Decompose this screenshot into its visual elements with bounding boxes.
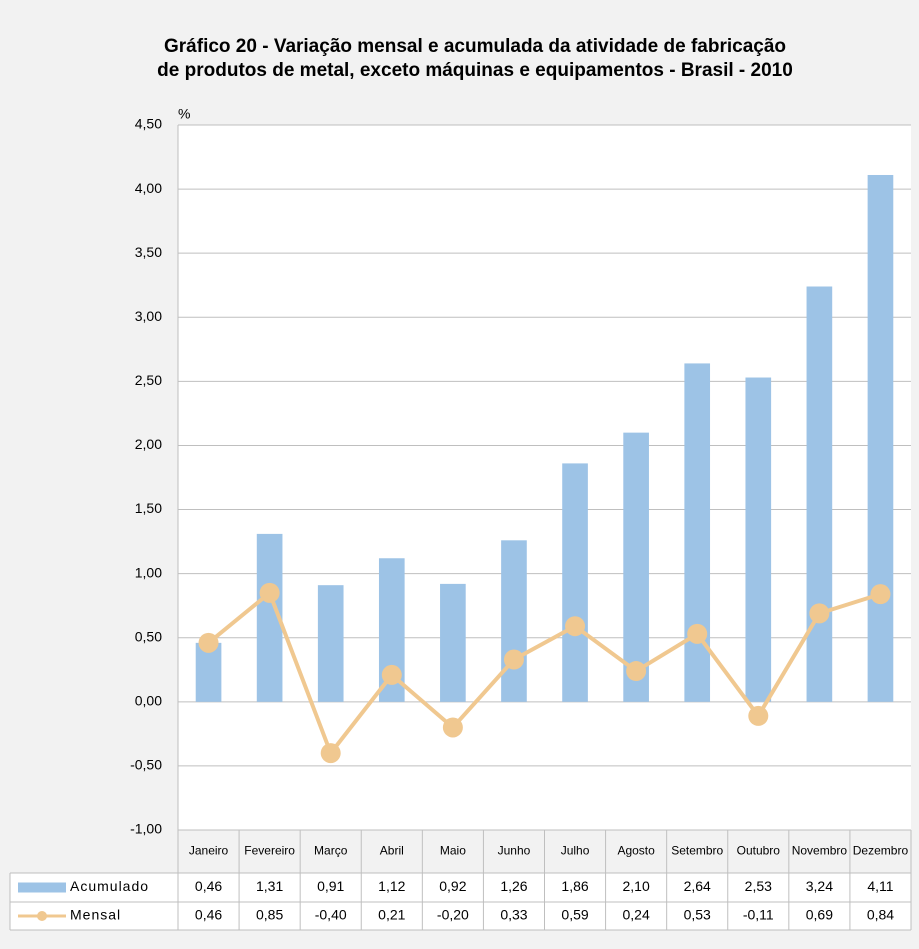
- marker: [198, 632, 219, 653]
- table-value: 0,69: [806, 907, 833, 923]
- table-value: 1,26: [500, 878, 527, 894]
- marker: [442, 717, 463, 738]
- marker: [565, 616, 586, 637]
- table-value: 1,31: [256, 878, 283, 894]
- y-tick-label: -0,50: [130, 757, 162, 773]
- table-value: -0,20: [437, 907, 469, 923]
- x-tick-label: Setembro: [671, 844, 723, 858]
- table-value: 4,11: [867, 878, 893, 894]
- y-tick-label: 2,00: [135, 436, 162, 452]
- marker: [320, 743, 341, 764]
- y-tick-label: -1,00: [130, 821, 162, 837]
- table-value: 0,92: [439, 878, 466, 894]
- x-tick-label: Junho: [498, 844, 531, 858]
- bar: [745, 377, 772, 702]
- bar: [806, 286, 833, 702]
- table-value: 0,24: [623, 907, 650, 923]
- bar: [501, 540, 527, 702]
- x-tick-label: Maio: [440, 844, 466, 858]
- y-tick-label: 2,50: [135, 372, 162, 388]
- x-tick-label: Outubro: [737, 844, 781, 858]
- y-tick-label: 4,50: [135, 116, 162, 132]
- marker: [259, 582, 280, 603]
- legend-key: [18, 882, 66, 893]
- marker: [809, 603, 830, 624]
- y-tick-label: 0,00: [135, 693, 162, 709]
- table-value: 0,46: [195, 907, 222, 923]
- table-value: -0,11: [743, 907, 774, 923]
- table-value: -0,40: [315, 907, 347, 923]
- table-value: 2,53: [745, 878, 772, 894]
- table-value: 2,10: [623, 878, 650, 894]
- bar: [317, 585, 344, 702]
- table-value: 2,64: [684, 878, 711, 894]
- y-tick-label: 1,00: [135, 564, 162, 580]
- x-tick-label: Novembro: [792, 844, 848, 858]
- marker: [748, 705, 769, 726]
- bar: [867, 174, 894, 702]
- bar: [440, 583, 466, 702]
- table-value: 0,53: [684, 907, 711, 923]
- marker: [687, 623, 708, 644]
- table-value: 0,46: [195, 878, 222, 894]
- x-tick-label: Março: [314, 844, 348, 858]
- y-tick-label: 4,00: [135, 180, 162, 196]
- table-value: 3,24: [806, 878, 833, 894]
- marker: [381, 664, 402, 685]
- legend-label: Acumulado: [70, 878, 149, 894]
- marker: [503, 649, 524, 670]
- chart-title: Gráfico 20 - Variação mensal e acumulada…: [164, 36, 786, 57]
- bar: [684, 363, 711, 702]
- table-value: 1,86: [561, 878, 588, 894]
- x-tick-label: Julho: [561, 844, 590, 858]
- legend-key: [37, 911, 47, 921]
- plot-area: [178, 125, 911, 830]
- table-value: 0,84: [867, 907, 894, 923]
- marker: [626, 661, 647, 682]
- table-value: 0,21: [378, 907, 405, 923]
- x-tick-label: Fevereiro: [244, 844, 295, 858]
- x-tick-label: Dezembro: [853, 844, 909, 858]
- table-value: 1,12: [378, 878, 405, 894]
- y-axis-label: %: [178, 106, 190, 122]
- y-tick-label: 3,50: [135, 244, 162, 260]
- table-value: 0,91: [317, 878, 344, 894]
- y-tick-label: 0,50: [135, 628, 162, 644]
- x-tick-label: Janeiro: [189, 844, 229, 858]
- chart-subtitle: de produtos de metal, exceto máquinas e …: [157, 60, 793, 81]
- line: [207, 590, 882, 756]
- bar: [562, 463, 588, 702]
- table-value: 0,59: [561, 907, 588, 923]
- y-tick-label: 3,00: [135, 308, 162, 324]
- y-tick-label: 1,50: [135, 500, 162, 516]
- table-value: 0,33: [500, 907, 527, 923]
- x-tick-label: Abril: [380, 844, 404, 858]
- x-tick-label: Agosto: [617, 844, 655, 858]
- legend-label: Mensal: [70, 907, 121, 923]
- bar: [623, 432, 649, 702]
- marker: [870, 584, 891, 605]
- table-value: 0,85: [256, 907, 283, 923]
